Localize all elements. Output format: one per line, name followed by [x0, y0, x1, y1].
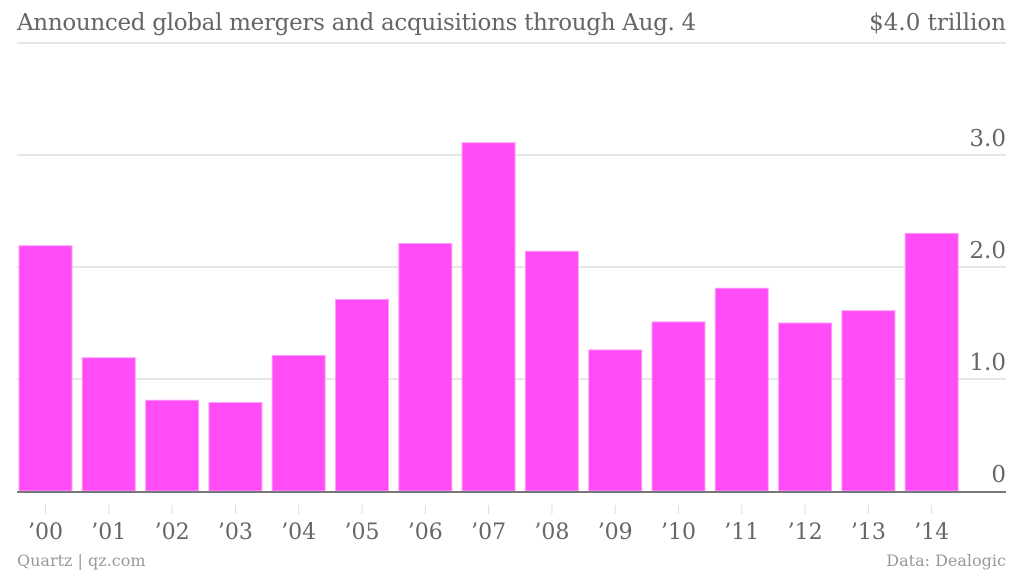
bars	[18, 142, 959, 492]
bar	[588, 349, 643, 492]
y-tick-label: 0	[991, 462, 1006, 488]
x-tick-label: ’06	[408, 520, 443, 545]
x-tick-label: ’12	[788, 520, 823, 545]
x-tick-label: ’07	[471, 520, 506, 545]
bar	[714, 287, 769, 492]
title-divider	[17, 42, 1006, 44]
bar	[335, 298, 389, 492]
y-tick-label: 3.0	[969, 126, 1006, 152]
source-text: Data: Dealogic	[886, 551, 1006, 570]
bar	[18, 245, 73, 492]
bar	[524, 250, 579, 492]
bar	[778, 322, 833, 492]
x-tick-label: ’11	[724, 520, 759, 545]
bar	[145, 399, 200, 492]
x-tick-label: ’09	[598, 520, 633, 545]
bar	[651, 321, 706, 492]
x-tick-label: ’05	[345, 520, 380, 545]
y-tick-labels: 0 1.0 2.0 3.0	[969, 126, 1006, 488]
x-tick-label: ’00	[28, 520, 63, 545]
bar	[208, 402, 263, 492]
x-tick-label: ’01	[91, 520, 126, 545]
chart-title: Announced global mergers and acquisition…	[17, 10, 696, 36]
y-tick-label: 2.0	[969, 238, 1006, 264]
x-tick-labels: ’00 ’01 ’02 ’03 ’04 ’05 ’06 ’07 ’08 ’09 ’10 ’11 ’12 ’…	[28, 505, 949, 545]
bar	[398, 242, 453, 492]
unit-label: $4.0 trillion	[869, 10, 1006, 36]
bar	[841, 310, 896, 492]
x-tick-label: ’04	[281, 520, 316, 545]
bar	[461, 142, 516, 492]
bar	[271, 354, 326, 492]
x-tick-label: ’03	[218, 520, 253, 545]
x-tick-label: ’08	[534, 520, 569, 545]
y-tick-label: 1.0	[969, 350, 1006, 376]
bar	[904, 232, 959, 492]
x-tick-label: ’02	[155, 520, 190, 545]
credit-text: Quartz | qz.com	[17, 551, 146, 570]
x-tick-label: ’14	[914, 520, 949, 545]
x-tick-label: ’13	[851, 520, 886, 545]
x-tick-label: ’10	[661, 520, 696, 545]
bar	[81, 357, 136, 492]
